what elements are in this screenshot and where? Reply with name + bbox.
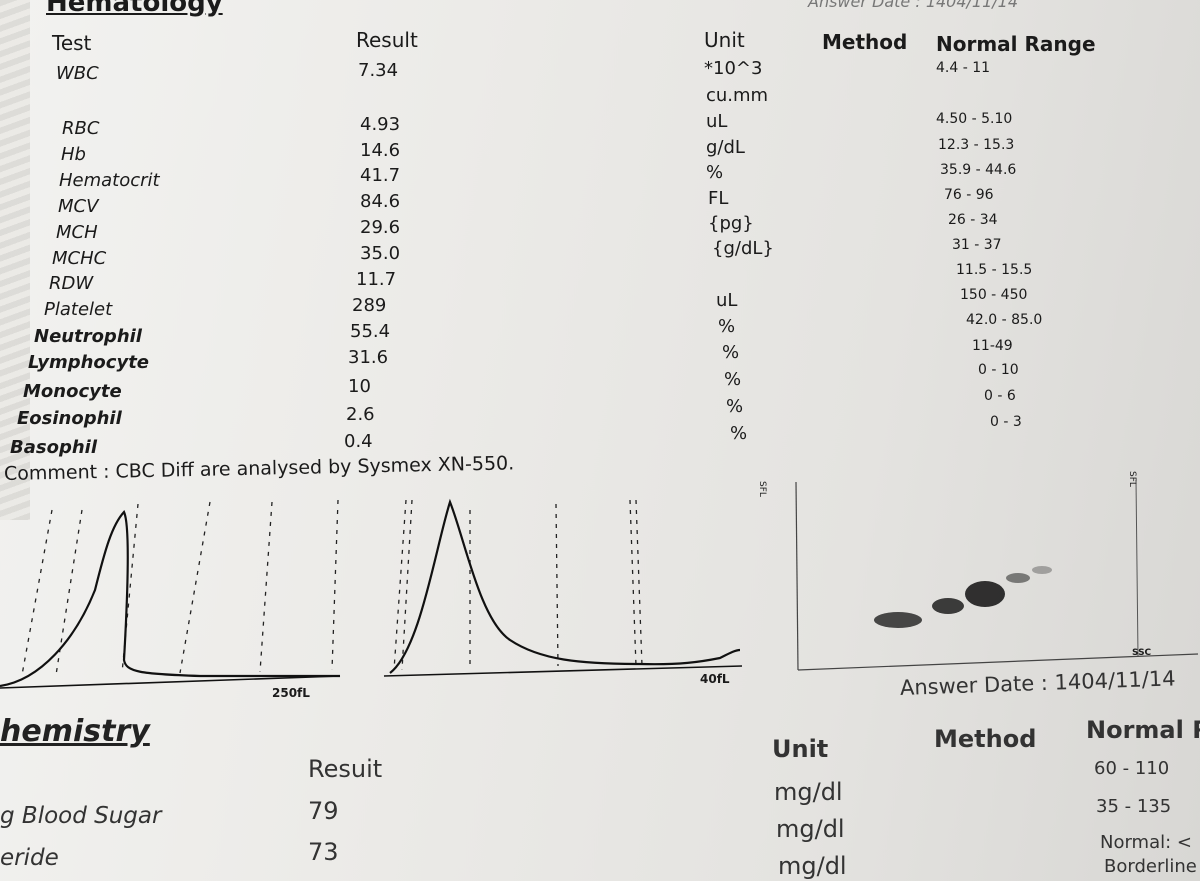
test-name: Neutrophil [34, 326, 142, 347]
col-header-method: Method [822, 30, 908, 54]
test-name: WBC [56, 63, 99, 84]
test-unit: % [718, 316, 736, 337]
test-result: 29.6 [360, 217, 401, 238]
scatter-y-label: SFL [756, 481, 767, 497]
hematology-answer-date: Answer Date : 1404/11/14 [808, 0, 1019, 11]
test-name: RBC [62, 118, 100, 139]
test-name: Monocyte [23, 381, 122, 402]
test-unit: % [724, 369, 742, 390]
test-name: Basophil [10, 437, 97, 458]
test-unit: uL [706, 111, 728, 132]
test-result: 4.93 [360, 114, 401, 135]
test-range: 31 - 37 [952, 237, 1002, 253]
test-name: Hematocrit [59, 170, 160, 191]
chem-col-header-method: Method [934, 725, 1037, 753]
test-name: Platelet [44, 299, 113, 320]
chem-col-header-unit: Unit [772, 735, 829, 763]
test-result: 55.4 [350, 321, 391, 342]
test-name: MCV [58, 196, 99, 217]
test-range: 76 - 96 [944, 187, 994, 203]
test-result: 31.6 [348, 347, 389, 368]
test-result: 14.6 [360, 140, 401, 161]
test-range: 150 - 450 [960, 287, 1028, 303]
test-result: 289 [352, 295, 387, 316]
test-range: 0 - 6 [984, 388, 1016, 404]
scatter-x-label: SSC [1132, 648, 1152, 658]
test-range: 26 - 34 [948, 212, 998, 228]
test-unit: FL [708, 188, 729, 209]
test-range: 4.4 - 11 [936, 60, 991, 76]
test-unit: % [730, 423, 748, 444]
test-range: 4.50 - 5.10 [936, 111, 1013, 127]
test-result: 2.6 [346, 404, 375, 425]
col-header-result: Result [356, 28, 418, 52]
test-range: 0 - 10 [978, 362, 1019, 378]
test-name: MCHC [52, 248, 107, 269]
chem-test-unit: mg/dl [778, 852, 847, 880]
test-range: 0 - 3 [990, 414, 1022, 430]
test-unit: {g/dL} [712, 238, 774, 259]
plt-histogram-label: 40fL [700, 672, 730, 686]
test-name: Eosinophil [17, 408, 122, 429]
test-name: MCH [56, 222, 98, 243]
test-range: 11.5 - 15.5 [956, 262, 1033, 278]
chem-col-header-normal-range: Normal R [1086, 716, 1200, 744]
hematology-section-title: Hematology [46, 0, 223, 18]
test-unit: uL [716, 290, 738, 311]
test-range: 35.9 - 44.6 [940, 162, 1017, 178]
paper-curl-edge [0, 0, 30, 520]
test-unit: g/dL [706, 137, 745, 158]
test-name: RDW [49, 273, 94, 294]
chem-test-range: 60 - 110 [1094, 758, 1170, 779]
chem-test-name: g Blood Sugar [0, 803, 162, 829]
test-range: 42.0 - 85.0 [966, 312, 1043, 328]
test-unit: *10^3 [704, 58, 763, 79]
test-unit: % [722, 342, 740, 363]
rbc-histogram [0, 499, 341, 689]
test-range: 12.3 - 15.3 [938, 137, 1015, 153]
col-header-test: Test [52, 31, 92, 55]
test-unit: cu.mm [706, 85, 769, 106]
test-result: 41.7 [360, 165, 401, 186]
chem-test-range: 35 - 135 [1096, 796, 1172, 817]
rbc-histogram-label: 250fL [272, 686, 310, 700]
plt-histogram [383, 498, 743, 677]
wdf-scatter-plot [795, 479, 1199, 671]
test-result: 7.34 [358, 60, 399, 81]
test-unit: {pg} [708, 213, 754, 234]
test-unit: % [706, 162, 724, 183]
col-header-unit: Unit [704, 28, 745, 52]
chem-test-name: eride [0, 845, 59, 871]
col-header-normal-range: Normal Range [936, 32, 1096, 56]
chem-test-unit: mg/dl [776, 815, 845, 843]
chem-test-unit: mg/dl [774, 778, 843, 806]
test-result: 0.4 [344, 431, 373, 452]
chem-test-range: Borderline [1104, 856, 1197, 877]
chem-col-header-result: Resuit [308, 755, 383, 783]
test-result: 10 [348, 376, 371, 397]
scatter-y2-label: SFL [1126, 471, 1137, 487]
test-result: 11.7 [356, 269, 397, 290]
chemistry-section-title: hemistry [0, 714, 150, 749]
test-unit: % [726, 396, 744, 417]
test-range: 11-49 [972, 338, 1013, 354]
chem-test-range: Normal: < [1100, 832, 1192, 853]
test-result: 84.6 [360, 191, 401, 212]
test-name: Hb [61, 144, 86, 165]
chem-test-result: 73 [308, 838, 339, 866]
test-name: Lymphocyte [28, 352, 150, 373]
chem-test-result: 79 [308, 797, 339, 825]
test-result: 35.0 [360, 243, 401, 264]
